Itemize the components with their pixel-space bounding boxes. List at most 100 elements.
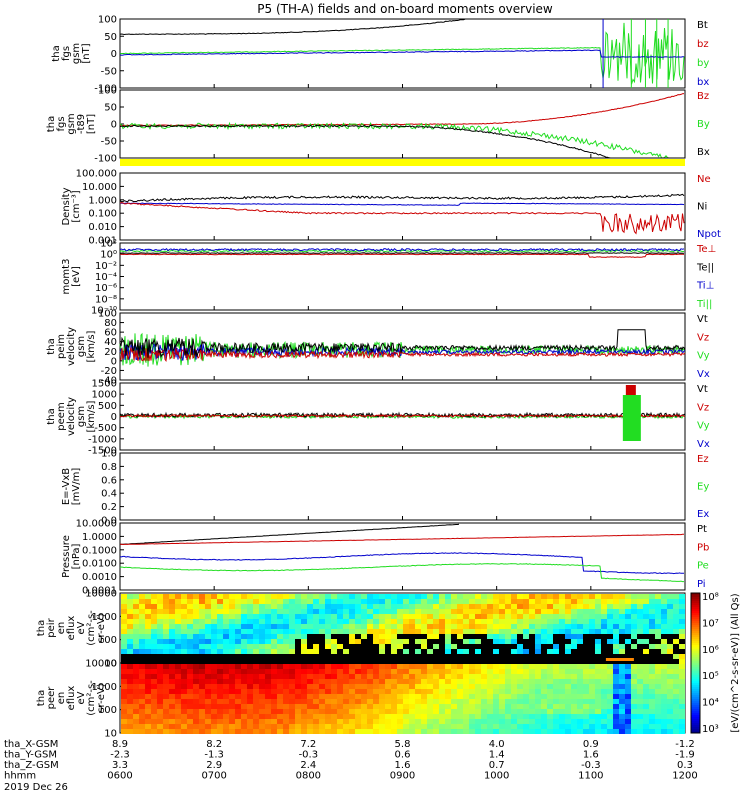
heatmap-cell [535, 724, 541, 729]
heatmap-cell [139, 659, 145, 664]
heatmap-cell [481, 619, 487, 624]
heatmap-cell [469, 689, 475, 694]
heatmap-cell [313, 699, 319, 704]
heatmap-cell [451, 649, 457, 654]
heatmap-cell [277, 719, 283, 724]
heatmap-cell [223, 659, 229, 664]
heatmap-cell [505, 679, 511, 684]
heatmap-cell [241, 719, 247, 724]
legend-entry: Ti⊥ [696, 281, 714, 292]
heatmap-cell [463, 709, 469, 714]
panels-group: 100500-50-100thafgsgsm[nT]Btbzbybx100500… [36, 15, 721, 740]
heatmap-cell [637, 644, 643, 649]
colorbar-cell [691, 621, 700, 623]
heatmap-cell [475, 709, 481, 714]
heatmap-cell [487, 719, 493, 724]
heatmap-cell [139, 689, 145, 694]
colorbar-cell [691, 685, 700, 687]
heatmap-cell [355, 594, 361, 599]
heatmap-cell [259, 654, 265, 659]
heatmap-cell [313, 664, 319, 669]
ephemeris-value: 1000 [484, 771, 509, 782]
heatmap-cell [475, 714, 481, 719]
heatmap-cell [463, 654, 469, 659]
heatmap-cell [193, 669, 199, 674]
ephemeris-value: 0.3 [677, 760, 693, 771]
heatmap-cell [385, 619, 391, 624]
heatmap-cell [379, 649, 385, 654]
heatmap-cell [145, 594, 151, 599]
heatmap-cell [289, 729, 295, 734]
heatmap-cell [241, 699, 247, 704]
heatmap-cell [469, 594, 475, 599]
heatmap-cell [481, 654, 487, 659]
heatmap-cell [325, 604, 331, 609]
heatmap-cell [361, 709, 367, 714]
heatmap-cell [391, 694, 397, 699]
heatmap-cell [307, 629, 313, 634]
heatmap-cell [505, 689, 511, 694]
heatmap-cell [133, 664, 139, 669]
heatmap-cell [535, 719, 541, 724]
heatmap-cell [145, 659, 151, 664]
heatmap-cell [661, 709, 667, 714]
heatmap-cell [217, 639, 223, 644]
heatmap-cell [223, 639, 229, 644]
heatmap-cell [433, 729, 439, 734]
heatmap-cell [319, 729, 325, 734]
heatmap-cell [595, 664, 601, 669]
heatmap-cell [439, 619, 445, 624]
heatmap-cell [571, 624, 577, 629]
heatmap-cell [229, 694, 235, 699]
heatmap-cell [385, 704, 391, 709]
heatmap-cell [565, 659, 571, 664]
heatmap-cell [163, 694, 169, 699]
colorbar-cell [691, 723, 700, 725]
heatmap-cell [181, 644, 187, 649]
heatmap-cell [133, 624, 139, 629]
heatmap-cell [379, 694, 385, 699]
heatmap-cell [481, 724, 487, 729]
heatmap-cell [457, 684, 463, 689]
heatmap-cell [139, 624, 145, 629]
heatmap-cell [595, 694, 601, 699]
colorbar-cell [691, 717, 700, 719]
heatmap-cell [253, 709, 259, 714]
heatmap-cell [607, 709, 613, 714]
heatmap-cell [325, 624, 331, 629]
heatmap-cell [409, 634, 415, 639]
heatmap-cell [139, 684, 145, 689]
heatmap-cell [355, 609, 361, 614]
heatmap-cell [589, 669, 595, 674]
heatmap-cell [589, 639, 595, 644]
heatmap-cell [529, 699, 535, 704]
heatmap-cell [205, 649, 211, 654]
heatmap-cell [493, 639, 499, 644]
heatmap-cell [259, 709, 265, 714]
heatmap-cell [523, 654, 529, 659]
heatmap-cell [505, 639, 511, 644]
heatmap-cell [547, 714, 553, 719]
heatmap-cell [355, 694, 361, 699]
heatmap-cell [583, 639, 589, 644]
heatmap-cell [433, 629, 439, 634]
heatmap-cell [673, 709, 679, 714]
heatmap-cell [475, 624, 481, 629]
heatmap-cell [595, 684, 601, 689]
heatmap-cell [403, 599, 409, 604]
heatmap-cell [157, 699, 163, 704]
heatmap-cell [247, 594, 253, 599]
y-axis-label-line: E=-VxB [61, 468, 72, 505]
heatmap-cell [511, 614, 517, 619]
heatmap-cell [667, 684, 673, 689]
heatmap-cell [295, 634, 301, 639]
heatmap-cell [241, 659, 247, 664]
heatmap-cell [241, 694, 247, 699]
heatmap-cell [157, 599, 163, 604]
heatmap-cell [529, 604, 535, 609]
heatmap-cell [679, 644, 685, 649]
heatmap-cell [313, 604, 319, 609]
heatmap-cell [571, 684, 577, 689]
heatmap-cell [553, 709, 559, 714]
heatmap-cell [169, 714, 175, 719]
